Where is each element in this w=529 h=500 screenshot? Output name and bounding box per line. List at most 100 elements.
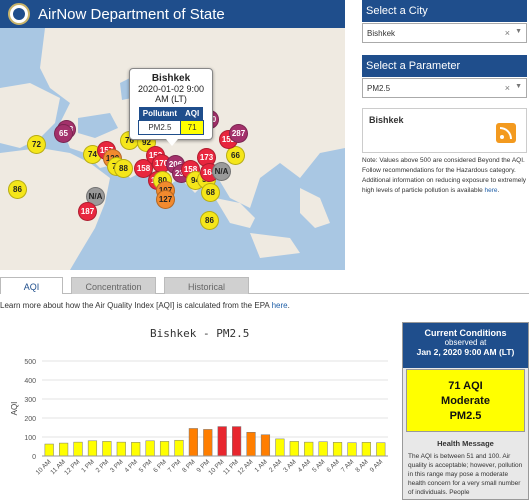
popup-aqi: 71 xyxy=(180,120,204,135)
health-message-text: The AQI is between 51 and 100. Air quali… xyxy=(408,453,523,496)
x-tick-label: 8 AM xyxy=(354,458,369,473)
chart-bar xyxy=(159,441,170,457)
x-tick-label: 1 AM xyxy=(253,458,268,473)
x-tick-label: 4 AM xyxy=(297,458,312,473)
aqi-marker[interactable]: 187 xyxy=(78,202,97,221)
chart-bar xyxy=(188,428,198,457)
chart-bar xyxy=(174,439,184,457)
y-axis-label: AQI xyxy=(10,402,19,416)
note-text: Note: Values above 500 are considered Be… xyxy=(362,157,527,194)
x-tick-label: 6 PM xyxy=(152,458,168,474)
y-tick-label: 400 xyxy=(24,378,36,385)
clear-icon[interactable]: × xyxy=(504,28,510,38)
chevron-down-icon[interactable]: ▼ xyxy=(515,28,522,35)
map-basemap xyxy=(0,28,345,270)
parameter-select[interactable]: PM2.5 × ▼ xyxy=(362,78,527,98)
x-tick-label: 10 AM xyxy=(35,458,53,476)
learn-link[interactable]: here xyxy=(271,301,288,310)
x-tick-label: 1 PM xyxy=(80,458,96,474)
chart-bar xyxy=(232,426,242,457)
chart-bar xyxy=(347,442,357,457)
y-tick-label: 0 xyxy=(32,454,36,461)
learn-text: Learn more about how the Air Quality Ind… xyxy=(0,301,270,310)
y-tick-label: 200 xyxy=(24,416,36,423)
app-title: AirNow Department of State xyxy=(38,5,225,23)
learn-more: Learn more about how the Air Quality Ind… xyxy=(0,301,290,310)
parameter-select-value: PM2.5 xyxy=(367,84,391,93)
popup-col-pollutant: Pollutant xyxy=(138,107,181,121)
chart-bar xyxy=(59,442,69,457)
tab-aqi[interactable]: AQI xyxy=(0,277,63,294)
x-tick-label: 10 PM xyxy=(207,458,225,476)
chart-bar xyxy=(116,441,126,457)
x-tick-label: 2 PM xyxy=(95,458,111,474)
aqi-marker[interactable]: 68 xyxy=(201,183,220,202)
chart-bar xyxy=(217,426,227,457)
rss-feed-box: Bishkek xyxy=(362,108,527,153)
chart-bar xyxy=(376,442,386,457)
chart-bar xyxy=(87,440,98,457)
chart-bar xyxy=(44,443,54,457)
city-select-value: Bishkek xyxy=(367,29,396,38)
x-tick-label: 4 PM xyxy=(123,458,139,474)
x-tick-label: 9 AM xyxy=(369,458,384,473)
rss-icon[interactable] xyxy=(496,123,516,143)
chart-bar xyxy=(289,441,299,457)
aqi-marker[interactable]: 88 xyxy=(114,159,133,178)
x-tick-label: 5 PM xyxy=(138,458,154,474)
current-conditions-heading: Current Conditions xyxy=(424,328,507,338)
aqi-marker[interactable]: 287 xyxy=(229,124,248,143)
tab-concentration[interactable]: Concentration xyxy=(71,277,156,294)
current-aqi-value: 71 AQI xyxy=(448,380,483,392)
tab-bar: AQI Concentration Historical xyxy=(0,277,529,294)
chart-bar xyxy=(203,429,213,457)
aqi-marker[interactable]: 72 xyxy=(27,135,46,154)
aqi-note: Note: Values above 500 are considered Be… xyxy=(362,156,527,196)
current-conditions: Current Conditions observed at Jan 2, 20… xyxy=(402,322,529,500)
aqi-marker[interactable]: 65 xyxy=(54,124,73,143)
map[interactable]: 72 238 65 74 157 120 70 88 76 133 92 71 … xyxy=(0,28,345,270)
city-select-heading: Select a City xyxy=(362,0,527,22)
app-header: AirNow Department of State xyxy=(0,0,345,28)
aqi-marker[interactable]: N/A xyxy=(212,162,231,181)
chart-bar xyxy=(145,440,155,457)
popup-datetime-line1: 2020-01-02 9:00 xyxy=(137,84,205,94)
x-tick-label: 8 PM xyxy=(181,458,197,474)
popup-datetime-line2: AM (LT) xyxy=(155,94,187,104)
department-seal-icon xyxy=(8,3,30,25)
tab-historical[interactable]: Historical xyxy=(164,277,249,294)
current-aqi-category: Moderate xyxy=(441,395,490,407)
chart-bar xyxy=(73,441,83,457)
popup-city: Bishkek xyxy=(151,73,191,84)
y-tick-label: 300 xyxy=(24,397,36,404)
observed-label: observed at xyxy=(444,338,487,347)
aqi-marker[interactable]: 127 xyxy=(156,190,175,209)
control-panel: Select a City Bishkek × ▼ Select a Param… xyxy=(345,0,529,270)
x-tick-label: 7 PM xyxy=(167,458,183,474)
chart-bar xyxy=(131,442,141,457)
popup-table: Pollutant AQI PM2.5 71 xyxy=(138,107,204,135)
learn-end: . xyxy=(287,301,290,310)
chart-bar xyxy=(318,441,328,457)
station-popup[interactable]: Bishkek 2020-01-02 9:00 AM (LT) Pollutan… xyxy=(129,68,213,146)
parameter-select-heading: Select a Parameter xyxy=(362,55,527,77)
y-tick-label: 500 xyxy=(24,359,36,366)
city-select[interactable]: Bishkek × ▼ xyxy=(362,23,527,43)
aqi-marker[interactable]: 66 xyxy=(226,146,245,165)
chart-bar xyxy=(304,441,314,457)
note-link[interactable]: here xyxy=(484,187,498,194)
chevron-down-icon[interactable]: ▼ xyxy=(515,83,522,90)
aqi-marker[interactable]: 86 xyxy=(200,211,219,230)
rss-city-label: Bishkek xyxy=(369,115,404,125)
current-aqi-box: 71 AQI Moderate PM2.5 xyxy=(406,369,525,432)
chart-title: Bishkek - PM2.5 xyxy=(150,327,250,340)
health-message-heading: Health Message xyxy=(437,439,494,448)
clear-icon[interactable]: × xyxy=(504,83,510,93)
chart-bar xyxy=(332,442,343,457)
x-tick-label: 12 AM xyxy=(236,458,254,476)
chart-bar xyxy=(246,432,256,457)
aqi-marker[interactable]: 86 xyxy=(8,180,27,199)
x-tick-label: 3 PM xyxy=(109,458,125,474)
observed-datetime: Jan 2, 2020 9:00 AM (LT) xyxy=(416,347,515,357)
